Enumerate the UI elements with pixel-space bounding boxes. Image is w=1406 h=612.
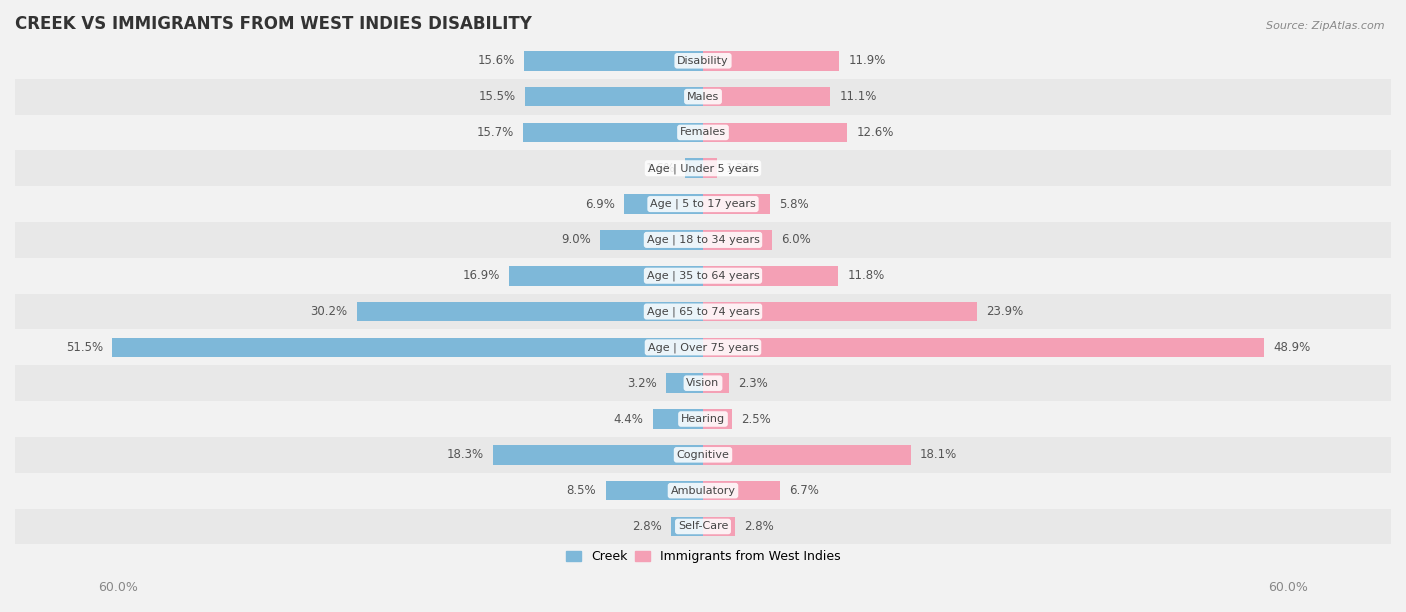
Bar: [703, 302, 977, 321]
Text: Cognitive: Cognitive: [676, 450, 730, 460]
Text: Vision: Vision: [686, 378, 720, 388]
Bar: [666, 373, 703, 393]
Bar: [15, 222, 1391, 258]
Bar: [703, 87, 831, 106]
Text: 2.3%: 2.3%: [738, 376, 768, 390]
Bar: [524, 51, 703, 70]
Text: 8.5%: 8.5%: [567, 484, 596, 497]
Text: 60.0%: 60.0%: [98, 581, 138, 594]
Text: 6.0%: 6.0%: [780, 233, 811, 247]
Bar: [15, 186, 1391, 222]
Text: 18.1%: 18.1%: [920, 449, 957, 461]
Bar: [15, 258, 1391, 294]
Bar: [703, 517, 735, 536]
Bar: [357, 302, 703, 321]
Text: Age | Under 5 years: Age | Under 5 years: [648, 163, 758, 174]
Bar: [509, 266, 703, 286]
Bar: [703, 194, 769, 214]
Text: 9.0%: 9.0%: [561, 233, 591, 247]
Bar: [15, 472, 1391, 509]
Bar: [15, 79, 1391, 114]
Bar: [15, 365, 1391, 401]
Text: 15.5%: 15.5%: [479, 90, 516, 103]
Text: 15.6%: 15.6%: [478, 54, 515, 67]
Bar: [15, 294, 1391, 329]
Text: 23.9%: 23.9%: [986, 305, 1024, 318]
Text: Females: Females: [681, 127, 725, 138]
Text: Males: Males: [688, 92, 718, 102]
Text: Hearing: Hearing: [681, 414, 725, 424]
Text: 2.8%: 2.8%: [631, 520, 662, 533]
Bar: [526, 87, 703, 106]
Bar: [703, 337, 1264, 357]
Text: 11.9%: 11.9%: [849, 54, 886, 67]
Bar: [703, 373, 730, 393]
Text: CREEK VS IMMIGRANTS FROM WEST INDIES DISABILITY: CREEK VS IMMIGRANTS FROM WEST INDIES DIS…: [15, 15, 531, 33]
Bar: [15, 401, 1391, 437]
Bar: [523, 122, 703, 143]
Bar: [494, 445, 703, 465]
Bar: [15, 151, 1391, 186]
Text: 2.5%: 2.5%: [741, 412, 770, 425]
Text: 51.5%: 51.5%: [66, 341, 103, 354]
Text: 11.8%: 11.8%: [848, 269, 884, 282]
Bar: [112, 337, 703, 357]
Bar: [15, 329, 1391, 365]
Text: Age | Over 75 years: Age | Over 75 years: [648, 342, 758, 353]
Text: Disability: Disability: [678, 56, 728, 66]
Bar: [600, 230, 703, 250]
Text: 1.2%: 1.2%: [725, 162, 756, 175]
Text: 1.6%: 1.6%: [645, 162, 675, 175]
Text: 11.1%: 11.1%: [839, 90, 877, 103]
Bar: [703, 230, 772, 250]
Bar: [703, 481, 780, 501]
Bar: [15, 437, 1391, 472]
Bar: [703, 445, 911, 465]
Text: Age | 18 to 34 years: Age | 18 to 34 years: [647, 234, 759, 245]
Text: 5.8%: 5.8%: [779, 198, 808, 211]
Legend: Creek, Immigrants from West Indies: Creek, Immigrants from West Indies: [561, 545, 845, 568]
Text: 4.4%: 4.4%: [613, 412, 644, 425]
Bar: [703, 266, 838, 286]
Text: 2.8%: 2.8%: [744, 520, 775, 533]
Text: Age | 35 to 64 years: Age | 35 to 64 years: [647, 271, 759, 281]
Bar: [15, 509, 1391, 545]
Bar: [703, 159, 717, 178]
Text: Age | 65 to 74 years: Age | 65 to 74 years: [647, 306, 759, 317]
Text: 15.7%: 15.7%: [477, 126, 513, 139]
Text: 16.9%: 16.9%: [463, 269, 501, 282]
Bar: [703, 51, 839, 70]
Text: 18.3%: 18.3%: [447, 449, 484, 461]
Bar: [703, 409, 731, 429]
Bar: [671, 517, 703, 536]
Bar: [15, 114, 1391, 151]
Text: 48.9%: 48.9%: [1272, 341, 1310, 354]
Text: Age | 5 to 17 years: Age | 5 to 17 years: [650, 199, 756, 209]
Text: 6.9%: 6.9%: [585, 198, 614, 211]
Text: 60.0%: 60.0%: [1268, 581, 1308, 594]
Bar: [703, 122, 848, 143]
Text: Ambulatory: Ambulatory: [671, 486, 735, 496]
Bar: [685, 159, 703, 178]
Text: 30.2%: 30.2%: [311, 305, 347, 318]
Bar: [15, 43, 1391, 79]
Text: Self-Care: Self-Care: [678, 521, 728, 531]
Bar: [606, 481, 703, 501]
Bar: [652, 409, 703, 429]
Text: 12.6%: 12.6%: [856, 126, 894, 139]
Text: Source: ZipAtlas.com: Source: ZipAtlas.com: [1267, 21, 1385, 31]
Text: 3.2%: 3.2%: [627, 376, 657, 390]
Bar: [624, 194, 703, 214]
Text: 6.7%: 6.7%: [789, 484, 818, 497]
